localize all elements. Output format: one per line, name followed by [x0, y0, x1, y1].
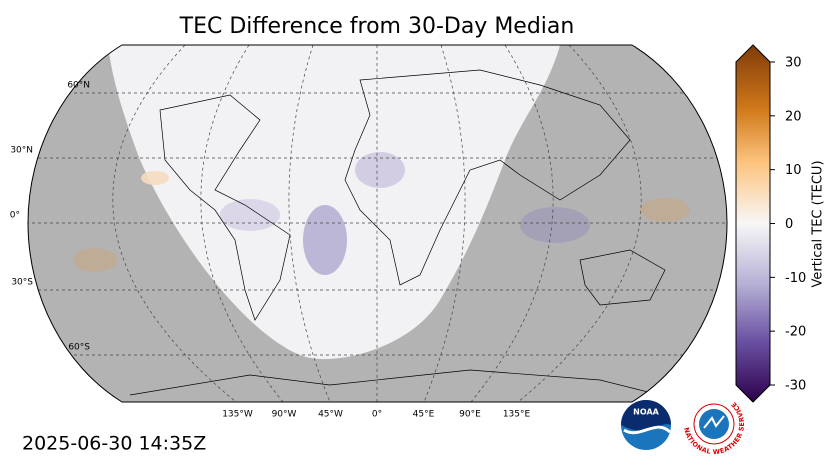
colorbar — [735, 44, 771, 403]
tec-anomaly — [355, 152, 405, 188]
colorbar-ticks: 30 20 10 0 -10 -20 -30 — [770, 56, 806, 394]
lon-label: 135°W — [222, 410, 253, 420]
noaa-wave — [623, 425, 672, 435]
lat-label: 0° — [10, 211, 20, 221]
coastline — [129, 369, 661, 396]
tec-anomaly — [141, 171, 169, 185]
day-region — [108, 45, 560, 360]
noaa-text: NOAA — [633, 408, 659, 417]
colorbar-tick-label: 20 — [785, 109, 802, 124]
lon-label: 90°W — [272, 410, 297, 420]
lon-label: 135°E — [503, 410, 531, 420]
colorbar-tick-label: 0 — [785, 217, 793, 232]
meridian — [423, 45, 466, 402]
graticule — [28, 45, 727, 402]
lat-label: 30°N — [10, 146, 33, 156]
lat-label: 30°S — [11, 278, 33, 288]
colorbar-tick-label: -30 — [785, 379, 806, 394]
lon-label: 45°E — [413, 410, 435, 420]
lat-labels: 60°N 30°N 0° 30°S 60°S — [10, 81, 91, 353]
lon-label: 90°E — [459, 410, 481, 420]
colorbar-label: Vertical TEC (TECU) — [811, 160, 826, 287]
title: TEC Difference from 30-Day Median — [179, 14, 575, 39]
noaa-top — [621, 400, 671, 431]
map — [28, 45, 727, 402]
colorbar-tick-label: 10 — [785, 163, 802, 178]
lon-labels: 135°W 90°W 45°W 0° 45°E 90°E 135°E — [222, 410, 530, 420]
meridian — [470, 45, 554, 402]
tec-anomaly — [303, 205, 347, 275]
colorbar-tick-label: -20 — [785, 325, 806, 340]
noaa-logo: NOAA — [621, 400, 672, 450]
colorbar-tick-label: -10 — [785, 271, 806, 286]
coastline — [159, 94, 291, 321]
meridian — [517, 45, 642, 402]
coastline — [579, 249, 666, 306]
tec-anomaly — [640, 198, 690, 222]
meridian — [288, 45, 331, 402]
nws-bolt — [703, 415, 725, 429]
map-border — [27, 44, 728, 403]
meridian — [112, 45, 237, 402]
tec-anomaly — [220, 199, 280, 231]
colorbar-tick-label: 30 — [785, 56, 802, 71]
lat-label: 60°S — [68, 343, 90, 353]
meridian — [200, 45, 284, 402]
nws-logo: NATIONAL WEATHER SERVICE — [682, 400, 746, 456]
lon-label: 45°W — [318, 410, 343, 420]
coastline — [344, 69, 631, 286]
timestamp: 2025-06-30 14:35Z — [22, 433, 206, 455]
lon-label: 0° — [372, 410, 382, 420]
lat-label: 60°N — [67, 81, 90, 91]
tec-anomaly — [73, 248, 117, 272]
tec-anomaly — [520, 207, 590, 243]
